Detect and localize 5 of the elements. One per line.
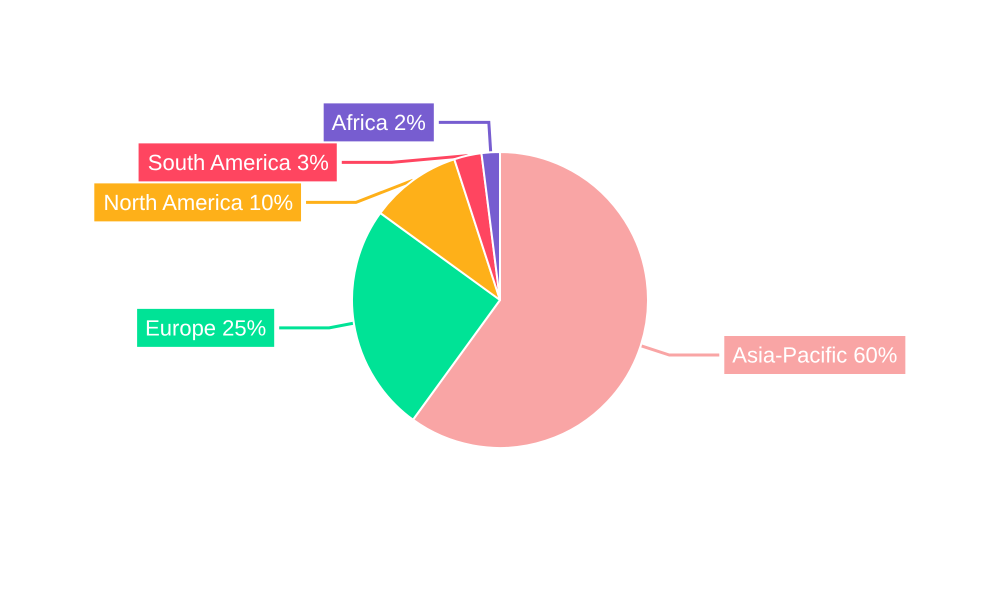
slice-label: Asia-Pacific 60% <box>732 342 898 368</box>
slice-label: Europe 25% <box>145 315 266 340</box>
slice-label: Africa 2% <box>332 110 426 135</box>
slice-label: South America 3% <box>148 150 329 175</box>
slice-label: North America 10% <box>104 190 294 215</box>
